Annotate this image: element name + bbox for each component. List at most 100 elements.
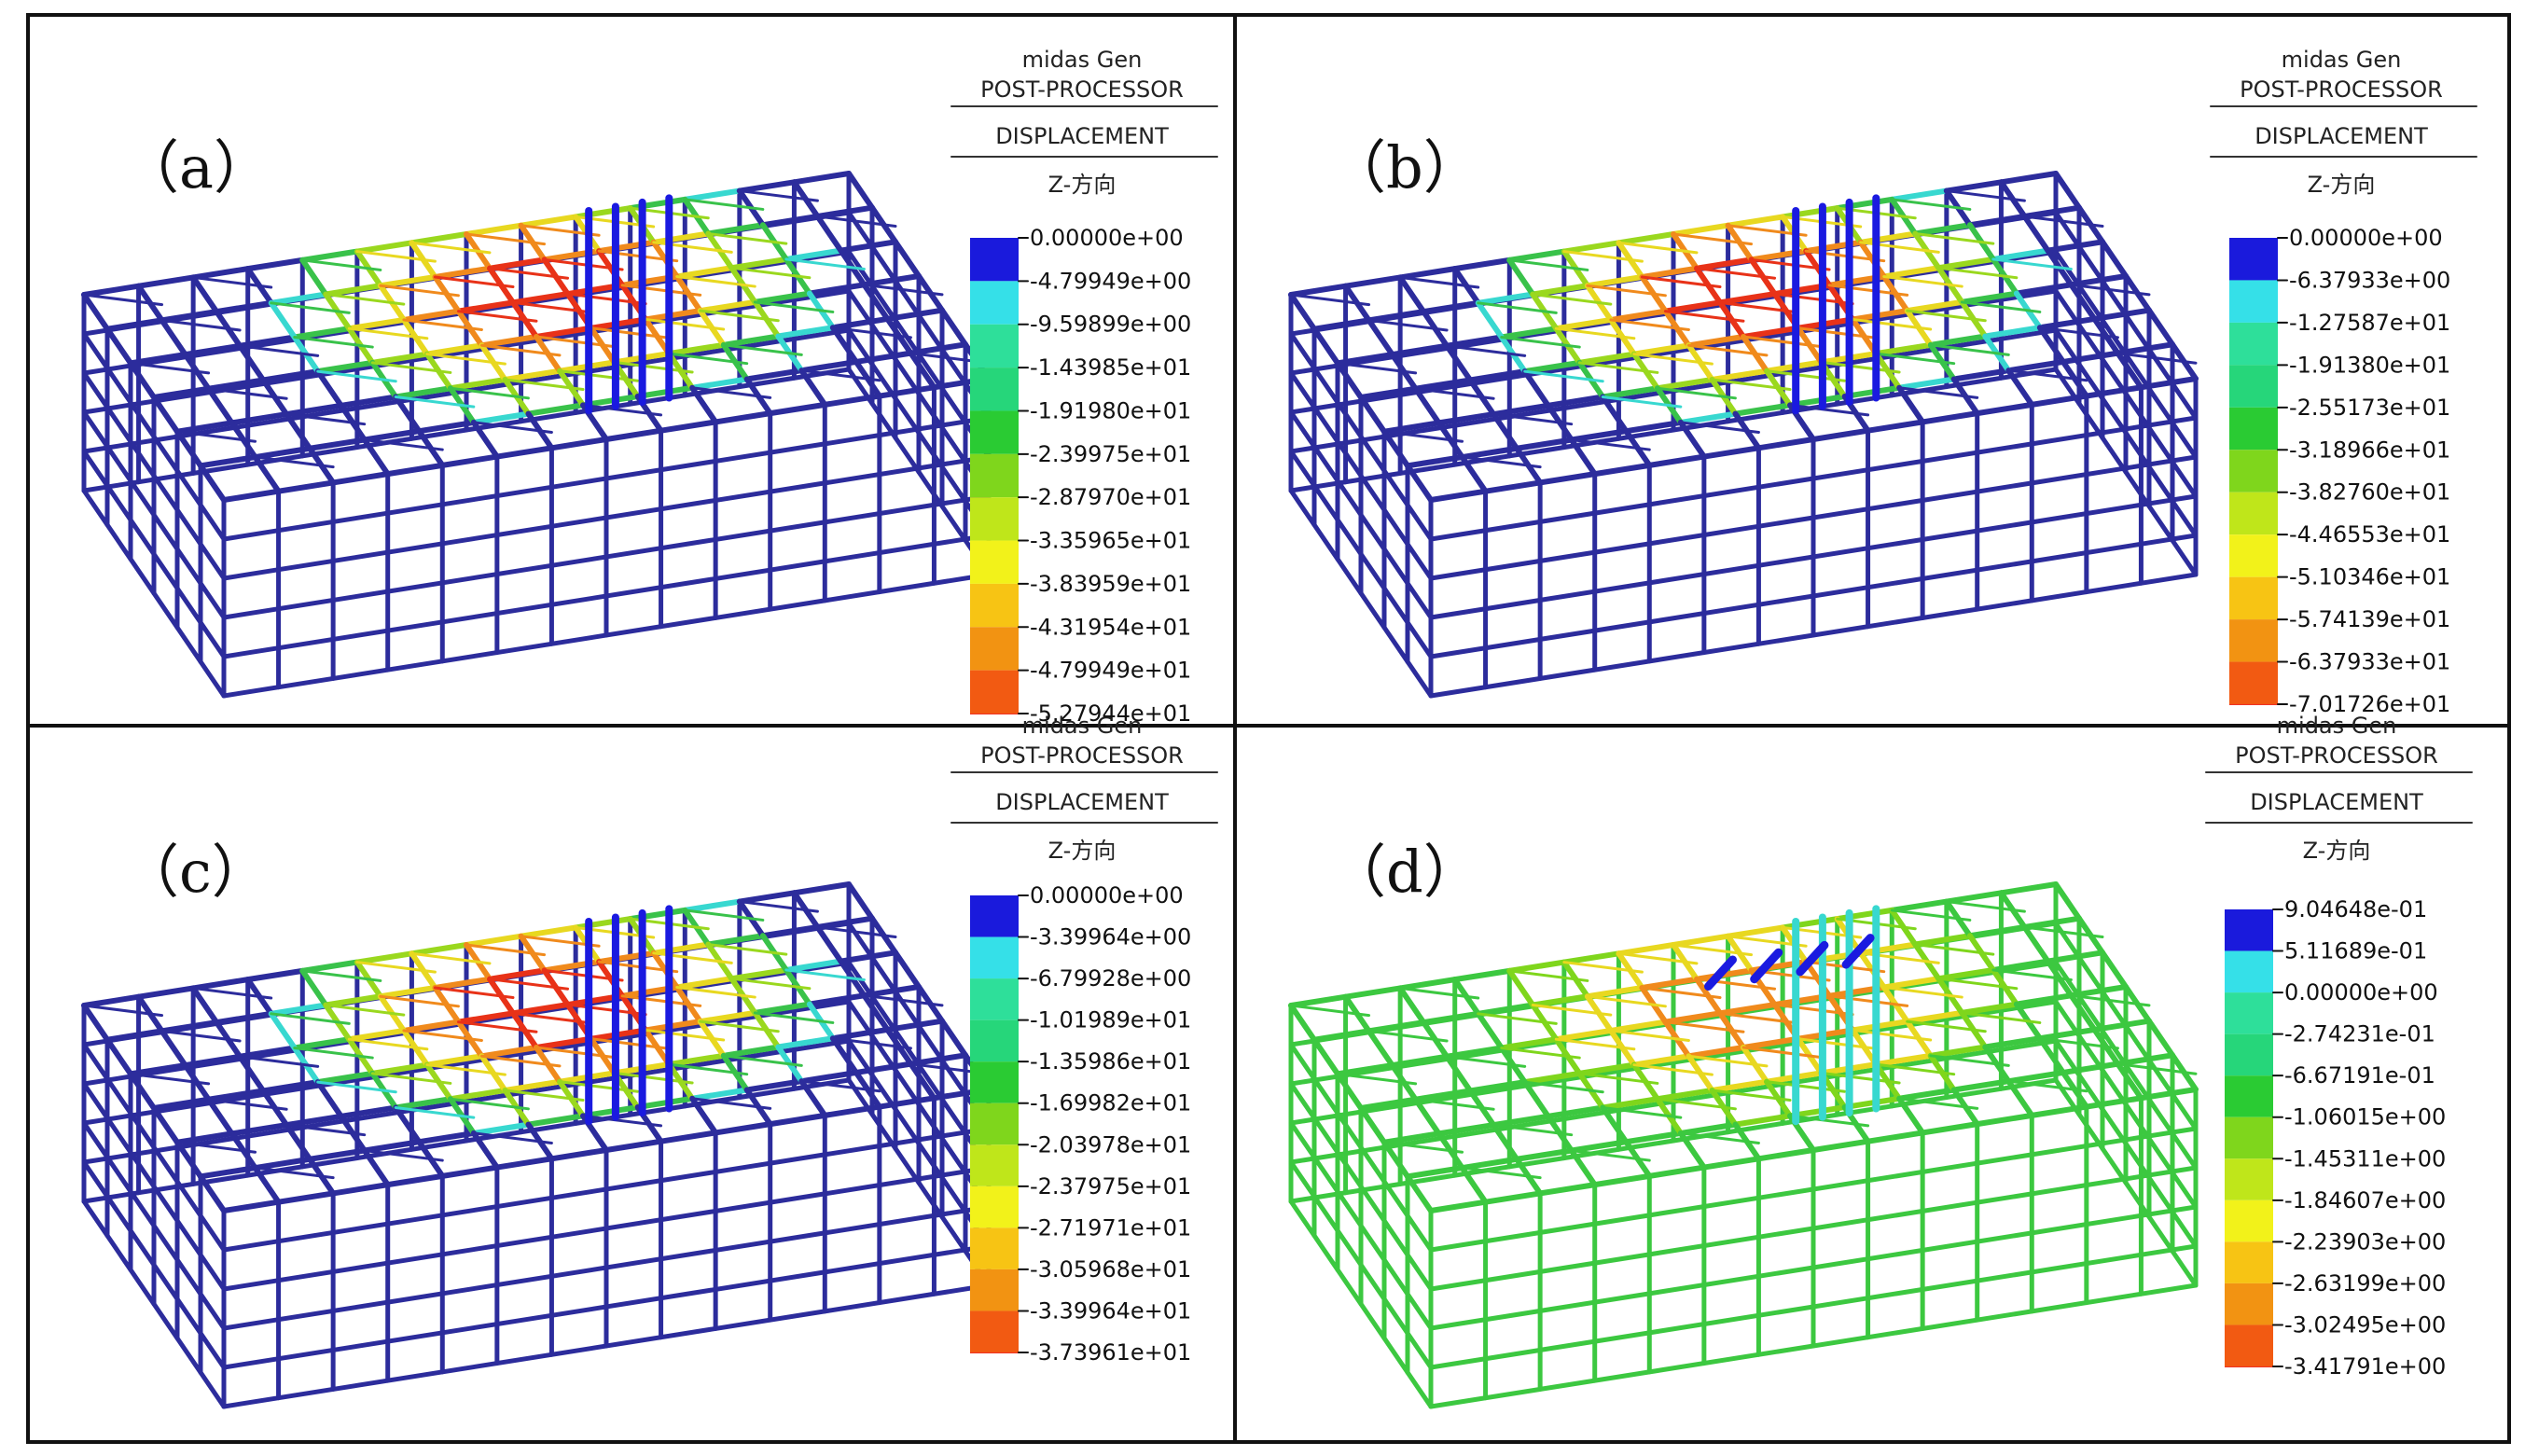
legend-swatch [2225,1283,2273,1325]
legend-swatch [970,497,1019,541]
result-type: DISPLACEMENT [2250,789,2423,815]
module-name: POST-PROCESSOR [2235,742,2438,769]
result-type: DISPLACEMENT [995,789,1169,815]
structure-model-2 [81,881,992,1409]
legend-swatch [2229,619,2278,662]
legend-tick-label: -2.55173e+01 [2289,395,2450,421]
legend-tick-label: -3.83959e+01 [1030,571,1191,597]
legend-tick-label: -7.01726e+01 [2289,691,2450,717]
direction-label: Z-方向 [2303,838,2371,864]
result-type: DISPLACEMENT [2255,123,2428,149]
legend-swatch [2225,909,2273,951]
result-type: DISPLACEMENT [995,123,1169,149]
legend-tick-label: -1.91980e+01 [1030,397,1191,423]
legend-swatch [2225,1324,2273,1366]
software-name: midas Gen [1022,713,1143,739]
legend-tick-label: -3.39964e+01 [1030,1297,1191,1324]
legend-tick-label: -1.69982e+01 [1030,1090,1191,1116]
legend-swatch [970,410,1019,454]
legend-tick-label: -4.79949e+01 [1030,658,1191,684]
legend-tick-label: -4.79949e+00 [1030,268,1191,294]
legend-swatch [970,583,1019,628]
legend-swatch [970,1019,1019,1062]
legend-swatch [2229,661,2278,704]
software-name: midas Gen [1022,47,1143,73]
legend-swatch [970,1269,1019,1311]
legend-swatch [970,670,1019,714]
legend-tick-label: -1.45311e+00 [2284,1145,2446,1172]
legend-swatch [970,1102,1019,1145]
structure-model-0 [81,171,992,699]
legend-tick-label: 9.04648e-01 [2284,896,2427,922]
legend-tick-label: -2.71971e+01 [1030,1214,1191,1241]
module-name: POST-PROCESSOR [2240,76,2443,103]
legend-swatch [970,627,1019,671]
legend-swatch [970,238,1019,282]
legend-swatch [2225,1241,2273,1283]
legend-swatch [2225,1075,2273,1117]
legend-tick-label: -1.06015e+00 [2284,1104,2446,1130]
legend-tick-label: -3.73961e+01 [1030,1339,1191,1366]
legend-tick-label: -3.18966e+01 [2289,437,2450,463]
legend-swatch [970,540,1019,584]
software-name: midas Gen [2282,47,2402,73]
legend-swatch [2225,1033,2273,1076]
legend-tick-label: -2.63199e+00 [2284,1270,2446,1297]
legend-tick-label: -1.35986e+01 [1030,1048,1191,1075]
legend-tick-label: -2.74231e-01 [2284,1021,2435,1047]
legend-swatch [2229,238,2278,281]
legend-tick-label: -2.87970e+01 [1030,484,1191,510]
legend-tick-label: -5.74139e+01 [2289,606,2450,632]
legend-swatch [2225,1158,2273,1200]
legend-tick-label: -5.10346e+01 [2289,564,2450,590]
panel-label: （a） [121,133,271,201]
legend-tick-label: -6.67191e-01 [2284,1062,2435,1089]
panels-layer: midas Gen POST-PROCESSOR DISPLACEMENT Z-方向 0… [81,47,2477,1409]
legend-swatch [970,367,1019,411]
legend-tick-label: -5.27944e+01 [1030,700,1191,727]
legend-tick-label: -2.37975e+01 [1030,1173,1191,1199]
legend-swatch [2225,1199,2273,1242]
legend-tick-label: -4.31954e+01 [1030,614,1191,640]
legend-tick-label: -2.03978e+01 [1030,1131,1191,1158]
direction-label: Z-方向 [1048,172,1117,198]
panel-grid-lines [26,13,2511,1444]
legend-swatch [970,324,1019,368]
legend-tick-label: -3.82760e+01 [2289,479,2450,506]
legend-swatch [970,936,1019,979]
legend-tick-label: 0.00000e+00 [2284,979,2438,1005]
legend-swatch [2229,450,2278,492]
module-name: POST-PROCESSOR [980,742,1184,769]
legend-swatch [970,1061,1019,1103]
panel-label: （b） [1328,133,1481,201]
legend-swatch [970,1144,1019,1186]
legend-3: midas Gen POST-PROCESSOR DISPLACEMENT Z-方向 9… [2205,713,2473,1380]
legend-tick-label: -1.27587e+01 [2289,310,2450,336]
legend-swatch [970,453,1019,498]
legend-tick-label: -3.02495e+00 [2284,1311,2446,1338]
legend-2: midas Gen POST-PROCESSOR DISPLACEMENT Z-方向 0… [950,713,1218,1366]
legend-swatch [970,895,1019,937]
legend-swatch [2229,365,2278,408]
legend-swatch [2229,576,2278,620]
legend-tick-label: -1.84607e+00 [2284,1187,2446,1213]
panel-label: （d） [1328,838,1481,906]
legend-swatch [970,1186,1019,1228]
legend-swatch [2229,322,2278,366]
legend-tick-label: -1.01989e+01 [1030,1007,1191,1033]
legend-swatch [970,1310,1019,1352]
legend-swatch [970,281,1019,325]
software-name: midas Gen [2277,713,2397,739]
direction-label: Z-方向 [1048,838,1117,864]
legend-tick-label: -3.35965e+01 [1030,528,1191,554]
panel-label: （c） [121,838,270,906]
legend-tick-label: 5.11689e-01 [2284,938,2427,964]
legend-0: midas Gen POST-PROCESSOR DISPLACEMENT Z-方向 0… [950,47,1218,727]
legend-tick-label: -1.91380e+01 [2289,352,2450,378]
legend-tick-label: -2.39975e+01 [1030,441,1191,467]
legend-tick-label: -6.79928e+00 [1030,965,1191,991]
structure-model-1 [1288,171,2199,699]
legend-swatch [970,1227,1019,1269]
legend-tick-label: -3.41791e+00 [2284,1353,2446,1380]
